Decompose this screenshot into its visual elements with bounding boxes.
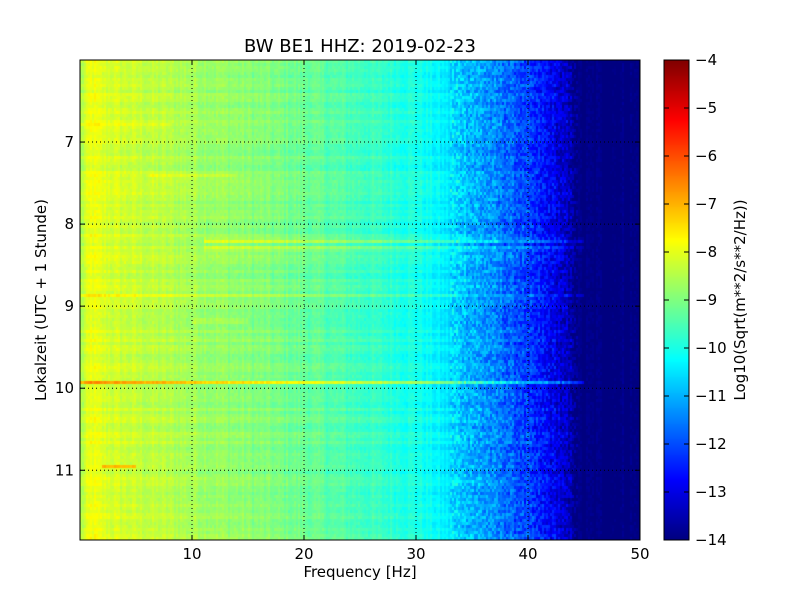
y-tick-label: 11 — [55, 461, 74, 479]
colorbar-tick-label: −7 — [695, 195, 717, 213]
y-tick-label: 10 — [55, 379, 74, 397]
y-tick-label: 7 — [64, 133, 74, 151]
grid-lines — [80, 60, 640, 540]
colorbar-tick-label: −9 — [695, 291, 717, 309]
x-tick-label: 20 — [294, 545, 313, 563]
colorbar-label: Log10(Sqrt(m**2/s**2/Hz)) — [731, 199, 749, 400]
x-tick-label: 50 — [630, 545, 649, 563]
y-tick-label: 9 — [64, 297, 74, 315]
colorbar-tick-label: −14 — [695, 531, 727, 549]
colorbar-tick-label: −6 — [695, 147, 717, 165]
colorbar-tick-label: −12 — [695, 435, 727, 453]
colorbar-tick-label: −8 — [695, 243, 717, 261]
colorbar-tick-label: −5 — [695, 99, 717, 117]
colorbar-ticks: −4 −5 −6 −7 −8 −9 −10 −11 −12 −13 −14 — [664, 51, 727, 549]
plot-frame — [79, 59, 641, 541]
colorbar-tick-label: −13 — [695, 483, 727, 501]
colorbar-tick-label: −10 — [695, 339, 727, 357]
x-axis: 10 20 30 40 50 — [182, 60, 650, 563]
x-tick-label: 30 — [406, 545, 425, 563]
plot-area — [80, 60, 640, 540]
y-axis-label: Lokalzeit (UTC + 1 Stunde) — [32, 199, 50, 401]
y-axis: 7 8 9 10 11 — [55, 133, 640, 479]
y-tick-label: 8 — [64, 215, 74, 233]
x-tick-label: 10 — [182, 545, 201, 563]
x-tick-label: 40 — [518, 545, 537, 563]
spectrogram-heatmap — [80, 60, 640, 540]
colorbar-tick-label: −11 — [695, 387, 727, 405]
chart-title: BW BE1 HHZ: 2019-02-23 — [244, 36, 476, 57]
colorbar-tick-label: −4 — [695, 51, 717, 69]
x-axis-label: Frequency [Hz] — [303, 563, 416, 581]
